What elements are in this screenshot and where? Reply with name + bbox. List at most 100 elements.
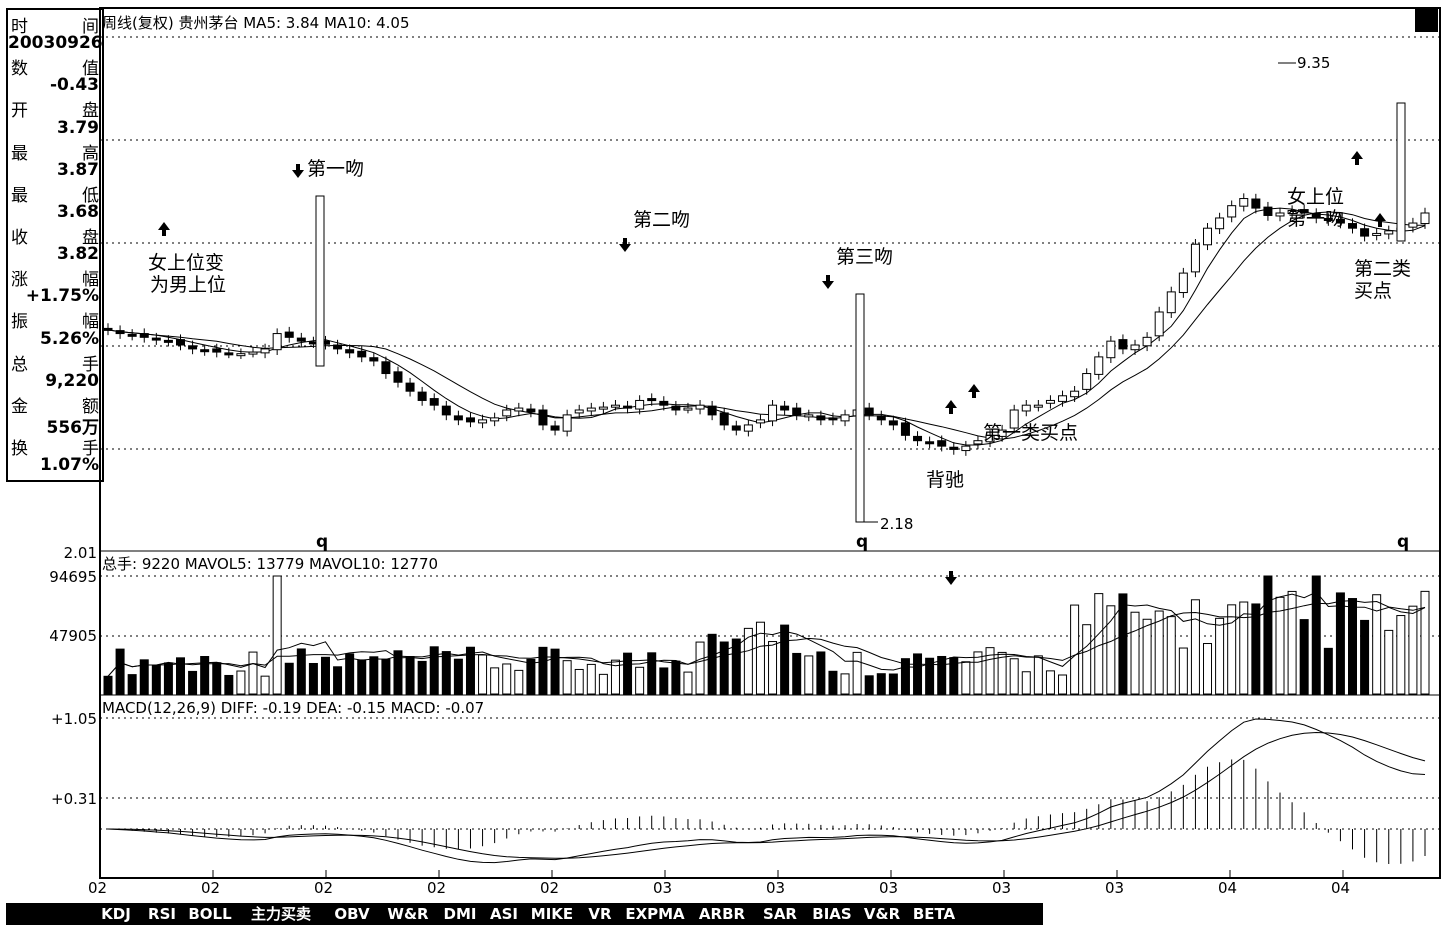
volume-bar bbox=[272, 575, 282, 695]
info-label-left: 换 bbox=[11, 439, 28, 459]
volume-bar bbox=[514, 669, 524, 695]
info-label-left: 振 bbox=[11, 312, 28, 333]
candle-body bbox=[1070, 390, 1080, 398]
candle-body bbox=[1335, 218, 1345, 224]
candle-body bbox=[937, 440, 947, 447]
tab-[interactable]: 主力买卖 bbox=[250, 905, 311, 923]
volume-bar bbox=[1118, 593, 1128, 695]
info-value: 3.87 bbox=[57, 159, 99, 180]
volume-bar bbox=[441, 651, 451, 695]
volume-bar bbox=[103, 675, 113, 695]
chart-frame bbox=[99, 7, 1441, 879]
volume-bar bbox=[1070, 604, 1080, 695]
candle-body bbox=[502, 409, 512, 417]
tab-kdj[interactable]: KDJ bbox=[101, 905, 131, 923]
candle-body bbox=[478, 419, 488, 424]
candle-body bbox=[429, 398, 439, 406]
tab-vr[interactable]: VR bbox=[588, 905, 612, 923]
volume-bar bbox=[1323, 647, 1333, 695]
macd-tick-top: +1.05 bbox=[51, 710, 97, 728]
tab-sar[interactable]: SAR bbox=[763, 905, 797, 923]
info-label-right: 高 bbox=[82, 143, 99, 164]
candle-body bbox=[743, 424, 753, 432]
candle-body bbox=[284, 331, 294, 338]
info-label-right: 间 bbox=[82, 17, 99, 37]
candle-body bbox=[1166, 291, 1176, 314]
volume-bar bbox=[200, 656, 210, 695]
candle-body bbox=[1203, 227, 1213, 246]
x-label: 04 bbox=[1218, 879, 1237, 897]
candle-body bbox=[925, 441, 935, 445]
tab-asi[interactable]: ASI bbox=[490, 905, 518, 923]
volume-tick-top: 94695 bbox=[49, 568, 97, 586]
arrow-buy-1a-icon bbox=[945, 400, 957, 414]
tab-obv[interactable]: OBV bbox=[334, 905, 370, 923]
volume-bar bbox=[1348, 598, 1358, 695]
info-label-right: 幅 bbox=[82, 270, 99, 291]
candle-body bbox=[1142, 336, 1152, 347]
volume-bar bbox=[393, 650, 403, 695]
volume-bar bbox=[683, 671, 693, 695]
volume-bar bbox=[574, 668, 584, 695]
candle-body bbox=[163, 339, 173, 343]
tab-beta[interactable]: BETA bbox=[912, 905, 956, 923]
candle-body bbox=[357, 350, 367, 358]
tab-boll[interactable]: BOLL bbox=[188, 905, 232, 923]
volume-bar bbox=[623, 652, 633, 695]
volume-bar bbox=[1215, 617, 1225, 695]
volume-bar bbox=[1239, 601, 1249, 695]
dea-line bbox=[107, 731, 1426, 859]
candle-body bbox=[1372, 232, 1382, 236]
q-mark: q bbox=[1397, 532, 1409, 552]
info-value: 1.07% bbox=[40, 455, 99, 476]
candle-body bbox=[175, 339, 185, 346]
arrow-volume-icon bbox=[945, 571, 957, 585]
tab-mike[interactable]: MIKE bbox=[530, 905, 574, 923]
candle-body bbox=[913, 435, 923, 442]
tab-wr[interactable]: W&R bbox=[387, 905, 429, 923]
candle-body bbox=[550, 425, 560, 431]
volume-bar bbox=[671, 660, 681, 695]
volume-bar bbox=[562, 660, 572, 695]
tab-expma[interactable]: EXPMA bbox=[625, 905, 685, 923]
volume-bar bbox=[1190, 599, 1200, 695]
indicator-tab-bar: KDJ RSI BOLL 主力买卖 OBV W&R DMI ASI MIKE VR EXPMA ARB… bbox=[6, 903, 1043, 925]
volume-bar bbox=[913, 653, 923, 695]
candle-body bbox=[1178, 272, 1188, 294]
volume-bar bbox=[115, 648, 125, 695]
volume-bar bbox=[1045, 670, 1055, 695]
candle-body bbox=[1408, 222, 1418, 228]
candle-body bbox=[635, 399, 645, 410]
annotations: 第一吻第二吻第三吻女上位变为男上位第一类买点背驰女上位第一吻第二类买点9.352… bbox=[148, 54, 1411, 585]
info-label-right: 盘 bbox=[82, 101, 99, 122]
volume-bar bbox=[1154, 610, 1164, 695]
info-label-left: 涨 bbox=[11, 270, 28, 291]
volume-bar bbox=[405, 656, 415, 695]
annotation-buy-point-2a: 第二类 bbox=[1354, 258, 1411, 280]
candle-body bbox=[151, 337, 161, 341]
candle-body bbox=[598, 406, 608, 410]
info-label: 最高 bbox=[8, 139, 102, 164]
tab-dmi[interactable]: DMI bbox=[443, 905, 477, 923]
volume-bar bbox=[1130, 611, 1140, 695]
x-label: 03 bbox=[766, 879, 785, 897]
candle-body bbox=[900, 422, 910, 436]
volume-bar bbox=[1263, 575, 1273, 695]
info-value: 3.79 bbox=[57, 117, 99, 138]
annotation-second-kiss: 第二吻 bbox=[633, 209, 690, 231]
info-label-left: 时 bbox=[11, 17, 28, 37]
candle-body bbox=[1227, 205, 1237, 218]
tab-bias[interactable]: BIAS bbox=[812, 905, 852, 923]
volume-header: 总手: 9220 MAVOL5: 13779 MAVOL10: 12770 bbox=[102, 555, 438, 573]
candle-body bbox=[1287, 210, 1297, 214]
x-label: 03 bbox=[653, 879, 672, 897]
candle-body bbox=[1082, 373, 1092, 390]
volume-bar bbox=[635, 666, 645, 695]
tab-vr[interactable]: V&R bbox=[863, 905, 901, 923]
tab-arbr[interactable]: ARBR bbox=[698, 905, 746, 923]
volume-tick-mid: 47905 bbox=[49, 627, 97, 645]
tab-rsi[interactable]: RSI bbox=[148, 905, 176, 923]
candle-body bbox=[768, 404, 778, 422]
volume-bar bbox=[816, 651, 826, 695]
